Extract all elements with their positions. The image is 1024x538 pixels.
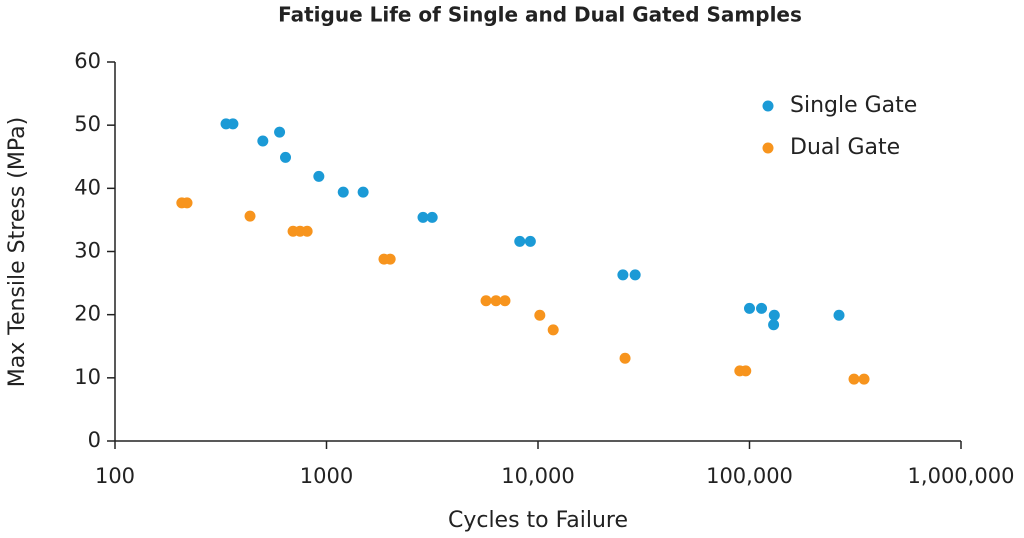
point — [337, 186, 349, 198]
point — [384, 253, 396, 265]
y-tick-label: 40 — [74, 175, 101, 199]
point — [417, 211, 429, 223]
point — [524, 235, 536, 247]
x-tick-label: 100 — [95, 464, 135, 488]
legend-label: Single Gate — [790, 93, 917, 118]
point — [514, 235, 526, 247]
point — [534, 309, 546, 321]
point — [227, 118, 239, 130]
point — [768, 309, 780, 321]
x-tick-label: 10,000 — [501, 464, 574, 488]
point — [833, 309, 845, 321]
legend-marker — [762, 142, 774, 154]
point — [480, 295, 492, 307]
chart-title: Fatigue Life of Single and Dual Gated Sa… — [278, 3, 802, 27]
point — [313, 170, 325, 182]
legend-marker — [762, 100, 774, 112]
point — [740, 365, 752, 377]
x-tick-label: 1000 — [300, 464, 353, 488]
x-tick-label: 1,000,000 — [908, 464, 1015, 488]
x-axis-label: Cycles to Failure — [448, 508, 628, 533]
point — [547, 324, 559, 336]
y-tick-label: 60 — [74, 49, 101, 73]
point — [768, 319, 780, 331]
legend-label: Dual Gate — [790, 135, 900, 160]
point — [490, 295, 502, 307]
point — [848, 373, 860, 385]
point — [280, 151, 292, 163]
point — [617, 269, 629, 281]
y-tick-label: 10 — [74, 365, 101, 389]
y-tick-label: 30 — [74, 239, 101, 263]
y-axis-label: Max Tensile Stress (MPa) — [5, 117, 30, 387]
point — [301, 225, 313, 237]
y-tick-label: 0 — [88, 428, 101, 452]
y-tick-label: 50 — [74, 112, 101, 136]
x-tick-label: 100,000 — [706, 464, 793, 488]
y-tick-label: 20 — [74, 302, 101, 326]
point — [357, 186, 369, 198]
point — [426, 211, 438, 223]
point — [274, 126, 286, 138]
point — [257, 135, 269, 147]
point — [244, 210, 256, 222]
point — [181, 197, 193, 209]
point — [744, 302, 755, 314]
point — [756, 302, 768, 314]
point — [619, 352, 631, 364]
point — [499, 295, 511, 307]
point — [858, 373, 870, 385]
point — [629, 269, 641, 281]
